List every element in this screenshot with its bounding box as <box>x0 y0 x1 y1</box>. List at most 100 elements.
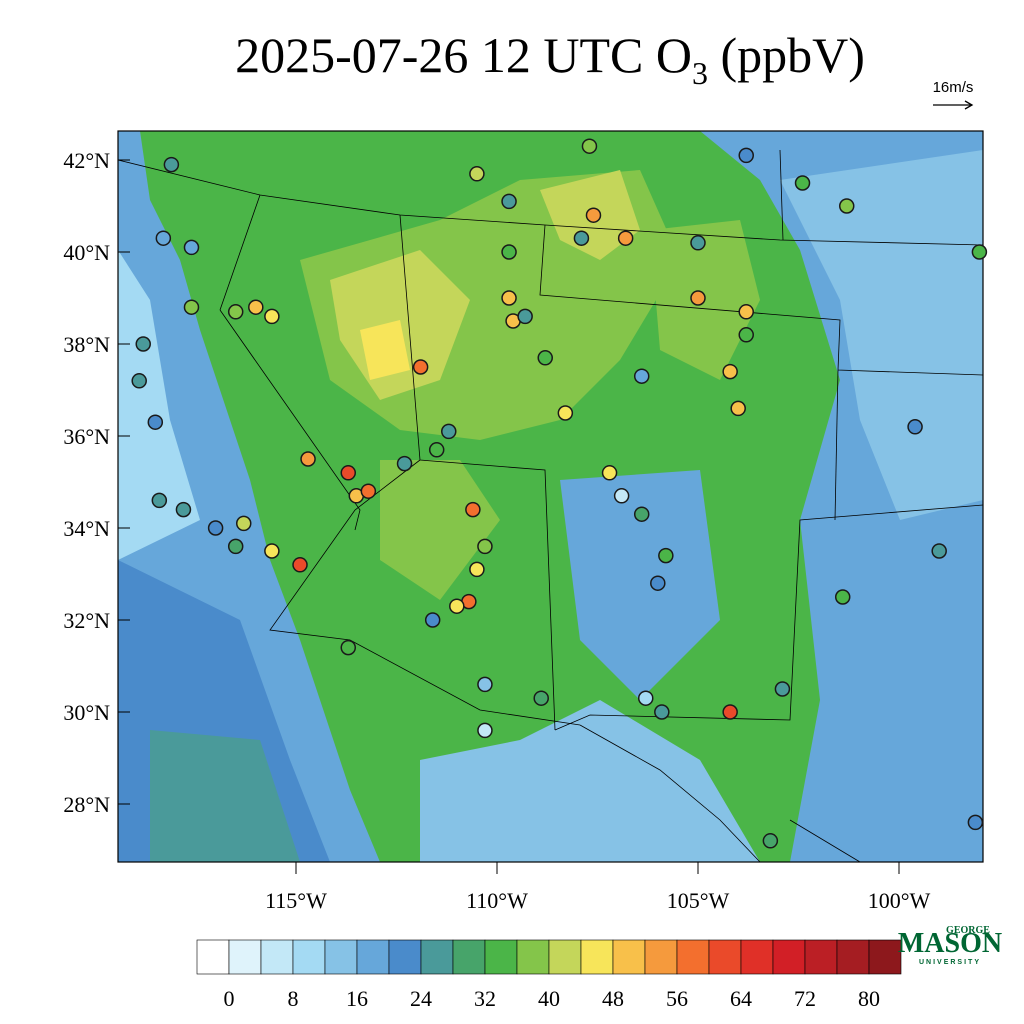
station <box>533 690 549 706</box>
lat-tick-label: 42°N <box>63 148 110 173</box>
station <box>931 543 947 559</box>
colorbar-box <box>708 939 742 975</box>
station <box>971 244 988 260</box>
title-rest: (ppbV) <box>708 27 865 83</box>
station <box>762 833 779 849</box>
station <box>774 681 791 697</box>
lat-tick-label: 28°N <box>63 792 110 817</box>
colorbar-box <box>868 939 902 975</box>
colorbar-box <box>260 939 294 975</box>
station <box>722 704 738 720</box>
station <box>967 814 984 831</box>
station <box>412 359 429 375</box>
station <box>633 506 650 522</box>
colorbar: 0 8 16 24 32 40 48 56 64 72 80 <box>196 939 902 1011</box>
title: 2025-07-26 12 UTC O3 (ppbV) <box>235 27 865 91</box>
lon-tick-label: 100°W <box>868 888 931 913</box>
lat-tick-label: 30°N <box>63 700 110 725</box>
station <box>501 290 517 306</box>
station <box>738 304 754 320</box>
station <box>517 308 533 325</box>
station <box>396 455 413 472</box>
station <box>477 538 493 555</box>
colorbar-box <box>580 939 614 975</box>
station <box>441 423 457 440</box>
station <box>131 373 147 389</box>
colorbar-box <box>292 939 326 975</box>
station <box>730 400 746 417</box>
station <box>235 515 252 532</box>
station <box>360 483 377 499</box>
station <box>248 299 264 315</box>
axis-ticks: 42°N 40°N 38°N 36°N 34°N 32°N 30°N 28°N 115°W 110… <box>63 148 930 913</box>
station <box>637 690 654 706</box>
station <box>469 561 485 578</box>
colorbar-box <box>548 939 582 975</box>
station <box>601 465 618 481</box>
station <box>613 488 630 504</box>
station <box>264 308 280 325</box>
logo-top: GEORGE <box>946 925 990 936</box>
colorbar-tick-label: 40 <box>538 986 560 1011</box>
colorbar-tick-label: 24 <box>410 986 432 1011</box>
logo-bottom: UNIVERSITY <box>919 959 981 966</box>
colorbar-box <box>612 939 646 975</box>
colorbar-box <box>836 939 870 975</box>
colorbar-box <box>196 939 230 975</box>
colorbar-box <box>388 939 422 975</box>
station <box>633 368 650 384</box>
station <box>477 676 493 693</box>
map-background <box>118 131 983 862</box>
station <box>501 244 517 260</box>
colorbar-box <box>644 939 678 975</box>
lat-tick-label: 40°N <box>63 240 110 265</box>
station <box>340 465 357 481</box>
station <box>183 299 200 315</box>
station <box>183 239 200 256</box>
wind-reference-label: 16m/s <box>933 79 974 96</box>
station <box>722 363 738 380</box>
wind-reference-arrow <box>933 100 974 110</box>
lat-tick-label: 38°N <box>63 332 110 357</box>
station <box>135 336 151 352</box>
station <box>227 304 244 320</box>
lat-tick-label: 34°N <box>63 516 110 541</box>
station <box>449 598 465 614</box>
colorbar-box <box>676 939 710 975</box>
station <box>738 147 754 164</box>
colorbar-tick-label: 80 <box>858 986 880 1011</box>
station <box>501 193 517 210</box>
colorbar-box <box>420 939 454 975</box>
station <box>690 235 706 251</box>
colorbar-tick-label: 64 <box>730 986 752 1011</box>
lon-tick-label: 110°W <box>466 888 528 913</box>
colorbar-tick-label: 8 <box>288 986 299 1011</box>
station <box>658 547 674 564</box>
lon-tick-label: 105°W <box>667 888 730 913</box>
station <box>300 451 316 467</box>
station <box>340 639 357 656</box>
title-main: 2025-07-26 12 UTC O <box>235 27 692 83</box>
borders <box>117 149 984 863</box>
station <box>469 166 485 182</box>
station <box>227 538 244 555</box>
station <box>175 501 192 518</box>
station <box>477 722 493 739</box>
station <box>537 350 553 366</box>
lat-tick-label: 32°N <box>63 608 110 633</box>
station <box>163 156 180 173</box>
stations <box>131 138 988 849</box>
station <box>147 414 164 430</box>
colorbar-tick-label: 32 <box>474 986 496 1011</box>
colorbar-box <box>452 939 486 975</box>
station <box>650 575 666 591</box>
colorbar-tick-label: 56 <box>666 986 688 1011</box>
colorbar-tick-label: 48 <box>602 986 624 1011</box>
colorbar-box <box>228 939 262 975</box>
colorbar-tick-label: 0 <box>224 986 235 1011</box>
station <box>428 442 445 458</box>
station <box>654 704 670 720</box>
colorbar-box <box>804 939 838 975</box>
